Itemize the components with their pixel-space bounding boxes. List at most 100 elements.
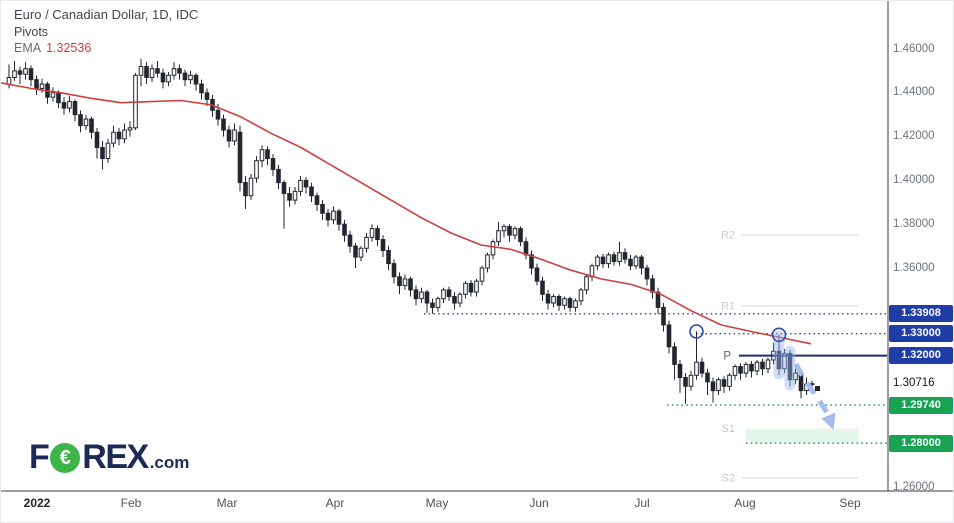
candle-body bbox=[122, 129, 127, 140]
pivot-level-label-P: P bbox=[723, 351, 731, 363]
time-tick-May: May bbox=[425, 496, 449, 510]
candle-body bbox=[512, 228, 518, 236]
candle-body bbox=[226, 129, 232, 142]
candle-body bbox=[529, 254, 534, 269]
candle-body bbox=[754, 361, 760, 372]
indicator-pivots-label[interactable]: Pivots bbox=[14, 24, 49, 39]
time-tick-Aug: Aug bbox=[734, 496, 756, 510]
candle-body bbox=[155, 68, 160, 74]
candle-body bbox=[578, 289, 584, 302]
price-badge-1.29740: 1.29740 bbox=[889, 396, 953, 414]
projection-arrow[interactable] bbox=[793, 362, 833, 421]
candle-body bbox=[386, 249, 391, 265]
candle-body bbox=[6, 76, 12, 85]
candle-body bbox=[237, 131, 243, 184]
indicator-ema-row[interactable]: EMA 1.32536 bbox=[14, 40, 198, 57]
time-tick-Mar: Mar bbox=[216, 496, 238, 510]
candle-body bbox=[144, 66, 149, 78]
pivot-level-label-R2: R2 bbox=[721, 229, 735, 241]
candle-body bbox=[193, 74, 199, 85]
candle-body bbox=[567, 298, 573, 308]
candle-body bbox=[666, 324, 672, 348]
time-tick-Apr: Apr bbox=[325, 496, 345, 510]
time-tick-2022: 2022 bbox=[23, 496, 51, 510]
logo-letters-rex: REX bbox=[82, 438, 149, 476]
candle-body bbox=[523, 241, 529, 256]
price-badge-1.28000: 1.28000 bbox=[889, 434, 953, 452]
candle-body bbox=[336, 210, 342, 225]
candle-body bbox=[270, 158, 276, 170]
candle-body bbox=[28, 68, 34, 81]
candle-body bbox=[600, 256, 606, 265]
time-tick-Sep: Sep bbox=[839, 496, 861, 510]
candle-body bbox=[358, 247, 364, 258]
candle-body bbox=[380, 239, 386, 251]
candle-body bbox=[199, 83, 204, 94]
candle-highlight-0 bbox=[773, 330, 785, 380]
candle-body bbox=[545, 293, 551, 304]
candle-body bbox=[12, 70, 17, 78]
candle-body bbox=[221, 118, 226, 131]
symbol-title[interactable]: Euro / Canadian Dollar, 1D, IDC bbox=[14, 7, 199, 22]
pivot-s1-band bbox=[746, 428, 859, 444]
candle-body bbox=[727, 374, 732, 387]
price-badge-1.32000: 1.32000 bbox=[889, 347, 953, 365]
swing-high-circle-0[interactable] bbox=[689, 324, 704, 339]
candle-body bbox=[732, 366, 738, 376]
price-badge-1.33908: 1.33908 bbox=[889, 305, 953, 323]
time-axis[interactable]: 2022 Feb Mar Apr May Jun Jul Aug Sep bbox=[1, 491, 953, 522]
candle-body bbox=[424, 291, 430, 304]
candle-body bbox=[331, 210, 336, 221]
candle-body bbox=[694, 361, 699, 376]
candle-body bbox=[683, 377, 688, 387]
candle-body bbox=[721, 379, 727, 387]
logo-letter-f: F bbox=[29, 438, 50, 476]
candle-body bbox=[677, 363, 683, 378]
candle-body bbox=[501, 225, 507, 232]
candle-body bbox=[705, 372, 710, 383]
candle-body bbox=[479, 267, 485, 282]
candle-body bbox=[485, 254, 490, 269]
candle-body bbox=[259, 149, 265, 162]
swing-high-circle-1[interactable] bbox=[771, 327, 787, 343]
candle-body bbox=[215, 109, 221, 120]
candle-body bbox=[749, 363, 754, 372]
pivot-level-label-S1: S1 bbox=[722, 423, 735, 435]
candle-body bbox=[375, 228, 380, 241]
candle-body bbox=[639, 256, 644, 269]
candle-body bbox=[430, 302, 435, 308]
candle-body bbox=[551, 295, 556, 304]
projection-arrow-head bbox=[821, 412, 836, 430]
candle-body bbox=[34, 79, 39, 89]
candle-body bbox=[171, 68, 177, 76]
ema-label: EMA bbox=[14, 41, 42, 55]
candle-body bbox=[100, 147, 105, 160]
pivot-level-label-S2: S2 bbox=[722, 473, 735, 485]
candle-body bbox=[540, 280, 545, 295]
candle-body bbox=[408, 278, 413, 291]
pivot-level-label-R1: R1 bbox=[721, 300, 735, 312]
candle-body bbox=[105, 142, 111, 159]
ema-line[interactable] bbox=[1, 82, 812, 345]
price-axis[interactable]: 1.46000 1.44000 1.42000 1.40000 1.38000 1.360… bbox=[888, 1, 953, 493]
candle-body bbox=[232, 129, 237, 142]
candle-body bbox=[633, 256, 639, 267]
candle-body bbox=[474, 280, 479, 293]
candle-body bbox=[457, 293, 463, 304]
candle-body bbox=[628, 258, 633, 267]
candle-body bbox=[314, 195, 320, 205]
last-bar-marker bbox=[815, 386, 820, 391]
price-badge-1.33000: 1.33000 bbox=[889, 325, 953, 343]
candle-body bbox=[369, 228, 375, 238]
candle-body bbox=[490, 241, 496, 256]
candle-body bbox=[287, 193, 292, 201]
price-tick-1.26000: 1.26000 bbox=[893, 480, 935, 493]
candle-body bbox=[281, 182, 287, 195]
candle-body bbox=[435, 298, 441, 308]
candle-body bbox=[397, 276, 402, 287]
candle-body bbox=[298, 179, 303, 192]
price-tick-1.42000: 1.42000 bbox=[893, 130, 935, 143]
candle-body bbox=[496, 230, 501, 243]
candle-body bbox=[127, 127, 133, 131]
